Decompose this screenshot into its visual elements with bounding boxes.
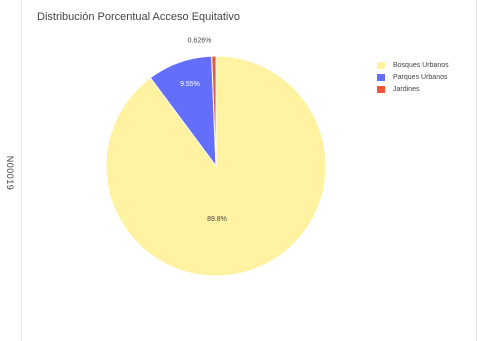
chart-title: Distribución Porcentual Acceso Equitativ… <box>37 11 240 23</box>
legend-item-jardines[interactable]: Jardines <box>377 83 449 95</box>
legend-item-bosques-urbanos[interactable]: Bosques Urbanos <box>377 59 449 71</box>
legend-label-parques-urbanos: Parques Urbanos <box>393 73 448 81</box>
pie-label-parques-urbanos: 9.55% <box>180 81 200 88</box>
legend-swatch-parques-urbanos <box>377 73 385 81</box>
legend-label-bosques-urbanos: Bosques Urbanos <box>393 61 449 69</box>
legend: Bosques Urbanos Parques Urbanos Jardines <box>377 59 449 95</box>
pie-label-bosques-urbanos: 89.8% <box>207 216 227 223</box>
legend-label-jardines: Jardines <box>393 85 420 93</box>
pie-slices <box>105 55 327 277</box>
legend-swatch-bosques-urbanos <box>377 61 385 69</box>
legend-item-parques-urbanos[interactable]: Parques Urbanos <box>377 71 449 83</box>
pie-slice-jardines[interactable] <box>211 55 217 167</box>
pie-labels: 89.8% 9.55% 0.626% <box>180 38 227 223</box>
legend-swatch-jardines <box>377 85 385 93</box>
pie-label-jardines: 0.626% <box>188 38 212 45</box>
